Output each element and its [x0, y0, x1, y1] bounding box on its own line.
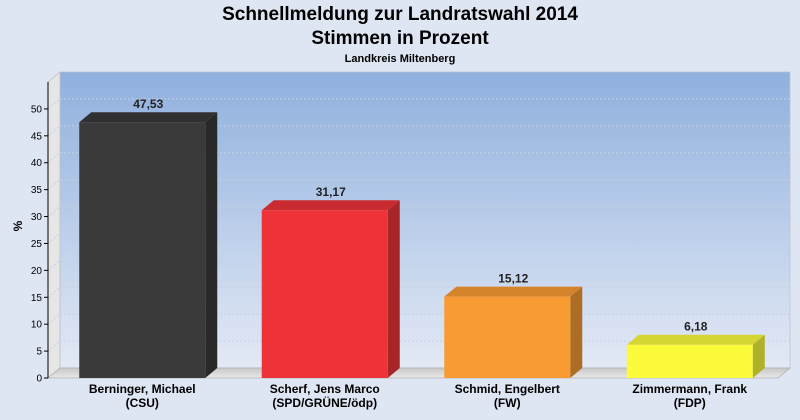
gridline-side	[47, 259, 61, 271]
y-tick-label: 20	[31, 266, 43, 277]
x-tick-label: (FW)	[494, 396, 521, 410]
y-tick-label: 50	[31, 104, 43, 115]
bar-top	[79, 112, 218, 123]
chart-title: Schnellmeldung zur Landratswahl 2014	[222, 4, 578, 25]
y-tick-label: 25	[31, 239, 43, 250]
bar	[79, 122, 206, 378]
bar	[261, 210, 388, 378]
x-tick-label: Schmid, Engelbert	[455, 382, 560, 396]
gridline-side	[47, 206, 61, 217]
gridline-side	[47, 125, 61, 137]
y-tick-label: 5	[36, 347, 42, 358]
x-tick-label: (SPD/GRÜNE/ödp)	[272, 395, 377, 410]
bar	[444, 296, 571, 378]
gridline-side	[47, 286, 61, 298]
y-tick-label: 10	[31, 320, 43, 331]
gridline-side	[47, 340, 61, 352]
gridline-side	[47, 179, 61, 191]
data-label: 6,18	[684, 320, 708, 334]
bar-top	[626, 334, 765, 345]
bar-side	[752, 334, 765, 378]
bar-side	[387, 200, 400, 378]
y-tick-label: 30	[31, 212, 43, 223]
x-tick-label: Berninger, Michael	[89, 382, 196, 396]
chart-subtitle: Stimmen in Prozent	[311, 28, 489, 49]
x-tick-label: Scherf, Jens Marco	[270, 382, 380, 396]
data-label: 15,12	[498, 272, 528, 286]
gridline-side	[47, 233, 61, 244]
x-tick-label: (FDP)	[674, 396, 706, 410]
chart-region: Landkreis Miltenberg	[344, 53, 456, 65]
bar-side	[205, 112, 218, 378]
y-tick-label: 0	[36, 374, 42, 385]
gridline-side	[47, 98, 61, 110]
data-label: 31,17	[316, 185, 346, 199]
x-tick-label: (CSU)	[126, 396, 159, 410]
bar-side	[570, 286, 583, 378]
data-label: 47,53	[133, 97, 163, 111]
gridline-side	[47, 313, 61, 325]
y-tick-label: 45	[31, 131, 43, 142]
gridline-side	[47, 152, 61, 164]
x-tick-label: Zimmermann, Frank	[632, 382, 747, 396]
y-tick-label: 15	[31, 293, 43, 304]
y-axis-label: %	[11, 220, 25, 231]
y-tick-label: 35	[31, 185, 43, 196]
bar	[626, 344, 753, 378]
plot-side-wall	[47, 71, 61, 379]
bar-top	[261, 200, 400, 211]
y-tick-label: 40	[31, 158, 43, 169]
bar-top	[444, 286, 583, 297]
